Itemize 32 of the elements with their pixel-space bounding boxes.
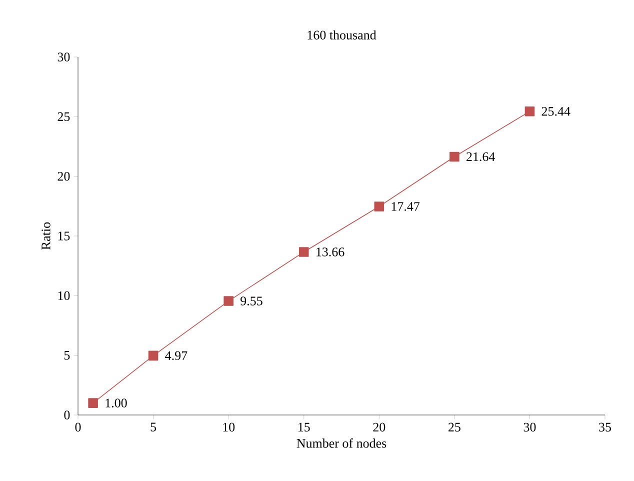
x-tick-label: 35: [599, 422, 611, 432]
point: [88, 398, 98, 408]
y-tick-label: 20: [58, 172, 70, 181]
x-tick-label: 0: [75, 422, 81, 432]
x-tick-label: 30: [524, 422, 536, 432]
data-label: 4.97: [165, 351, 188, 360]
x-tick-label: 20: [373, 422, 386, 432]
point: [298, 247, 309, 257]
x-tick-label: 25: [448, 422, 460, 432]
data-label: 9.55: [240, 296, 262, 306]
data-label: 13.66: [316, 248, 344, 256]
y-axis-title: Ratio: [42, 222, 50, 250]
x-tick-label: 15: [298, 422, 310, 432]
y-tick-label: 10: [58, 291, 70, 300]
y-tick-label: 30: [58, 52, 70, 62]
data-label: 21.64: [466, 152, 496, 162]
chart-title: 160 thousand: [308, 30, 376, 40]
y-tick-label: 15: [58, 232, 70, 240]
y-tick-label: 0: [64, 410, 70, 420]
y-tick-label: 25: [58, 112, 70, 122]
data-label: 25.44: [542, 107, 570, 116]
x-tick-label: 5: [150, 422, 156, 432]
point: [524, 106, 535, 116]
data-label: 17.47: [392, 202, 420, 211]
point: [224, 296, 234, 306]
x-axis-title: Number of nodes: [296, 438, 386, 448]
x-tick-label: 10: [223, 422, 235, 432]
point: [148, 350, 158, 361]
y-tick-label: 5: [64, 350, 70, 360]
data-label: 1.00: [106, 398, 127, 408]
point: [450, 152, 460, 162]
point: [374, 202, 384, 212]
